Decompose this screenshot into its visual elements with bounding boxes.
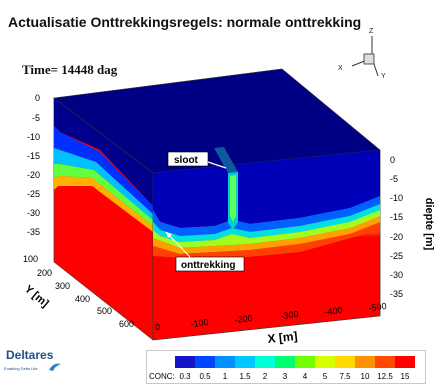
svg-text:0: 0: [390, 155, 395, 165]
svg-text:300: 300: [55, 281, 70, 291]
legend-value-11: 15: [401, 372, 410, 381]
z-axis-left: 0 -5 -10 -15 -20 -25 -30 -35: [27, 93, 40, 237]
svg-text:0: 0: [35, 93, 40, 103]
svg-text:0: 0: [154, 322, 160, 333]
legend-value-3: 1.5: [239, 372, 251, 381]
svg-text:-25: -25: [27, 189, 40, 199]
svg-text:400: 400: [75, 294, 90, 304]
legend-swatch-7: [315, 356, 335, 368]
svg-text:-25: -25: [390, 251, 403, 261]
legend-swatch-4: [255, 356, 275, 368]
legend-value-1: 0.5: [199, 372, 211, 381]
legend-swatch-5: [275, 356, 295, 368]
legend-label: CONC:: [149, 372, 175, 381]
legend-swatch-10: [375, 356, 395, 368]
svg-text:-10: -10: [27, 132, 40, 142]
svg-text:-20: -20: [390, 232, 403, 242]
svg-text:sloot: sloot: [174, 155, 199, 166]
legend-swatch-0: [175, 356, 195, 368]
annotation-onttrekking: onttrekking: [165, 231, 245, 272]
deltares-logo: Deltares: [6, 348, 54, 362]
legend-swatch-9: [355, 356, 375, 368]
legend-swatches: [175, 356, 415, 368]
x-axis-title: X [m]: [267, 329, 298, 346]
legend-swatch-6: [295, 356, 315, 368]
legend-value-2: 1: [223, 372, 228, 381]
legend-value-7: 5: [323, 372, 328, 381]
sloot-channel: [214, 147, 238, 173]
svg-text:-200: -200: [234, 313, 253, 325]
svg-text:200: 200: [37, 268, 52, 278]
legend-swatch-11: [395, 356, 415, 368]
svg-text:-10: -10: [390, 193, 403, 203]
svg-text:500: 500: [97, 306, 112, 316]
legend-value-5: 3: [283, 372, 288, 381]
logo-tagline: Enabling Delta Life: [4, 366, 38, 371]
svg-text:100: 100: [23, 254, 38, 264]
legend-value-8: 7.5: [339, 372, 351, 381]
z-axis-right-title: diepte [m]: [423, 198, 434, 251]
z-axis-right: 0 -5 -10 -15 -20 -25 -30 -35 diepte [m]: [390, 155, 434, 299]
legend-swatch-2: [215, 356, 235, 368]
x-axis: 0 -100 -200 -300 -400 -500 X [m]: [154, 301, 387, 346]
legend-value-0: 0.3: [179, 372, 191, 381]
axis-y-label: Y: [381, 73, 386, 80]
svg-text:-5: -5: [32, 113, 40, 123]
svg-text:-15: -15: [390, 212, 403, 222]
annotation-sloot: sloot: [167, 151, 227, 169]
legend-value-9: 10: [361, 372, 370, 381]
axis-z-label: Z: [369, 28, 374, 35]
logo-wave-icon: [49, 363, 61, 371]
legend-value-10: 12.5: [377, 372, 393, 381]
legend-swatch-1: [195, 356, 215, 368]
page-title: Actualisatie Onttrekkingsregels: normale…: [8, 14, 362, 30]
svg-text:-500: -500: [368, 301, 387, 313]
legend-swatch-8: [335, 356, 355, 368]
svg-text:-100: -100: [190, 317, 209, 329]
svg-text:-35: -35: [27, 227, 40, 237]
svg-text:600: 600: [119, 319, 134, 329]
legend-value-6: 4: [303, 372, 308, 381]
svg-text:-400: -400: [324, 305, 343, 317]
svg-text:-30: -30: [27, 208, 40, 218]
y-axis-title: Y [m]: [22, 283, 51, 310]
svg-text:-5: -5: [390, 174, 398, 184]
svg-text:-35: -35: [390, 289, 403, 299]
svg-text:-15: -15: [27, 151, 40, 161]
time-label: Time= 14448 dag: [22, 62, 118, 77]
legend-value-4: 2: [263, 372, 268, 381]
orientation-axes: Z X Y: [338, 28, 386, 80]
legend-swatch-3: [235, 356, 255, 368]
svg-text:onttrekking: onttrekking: [181, 260, 235, 271]
svg-text:-20: -20: [27, 170, 40, 180]
svg-text:-30: -30: [390, 270, 403, 280]
color-legend: CONC: 0.3 0.5 1 1.5 2 3 4 5 7.5 10 12.5 …: [146, 350, 426, 384]
axis-x-label: X: [338, 65, 343, 72]
svg-text:-300: -300: [280, 309, 299, 321]
